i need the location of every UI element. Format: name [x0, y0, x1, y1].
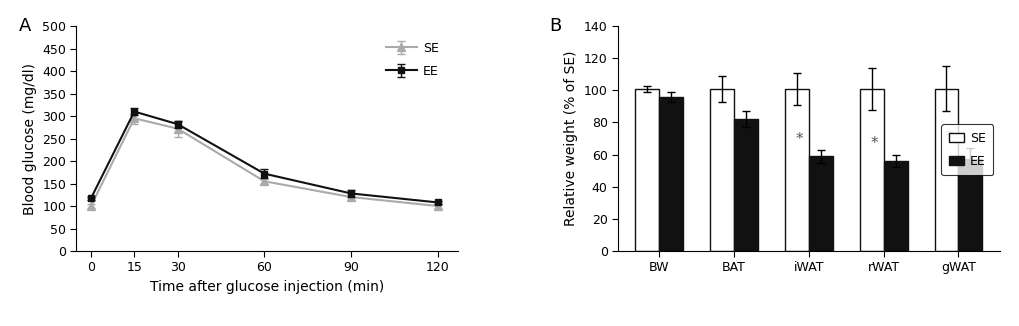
Bar — [808, 156, 832, 251]
X-axis label: Time after glucose injection (min): Time after glucose injection (min) — [150, 280, 384, 294]
Text: A: A — [19, 17, 32, 35]
Legend: SE, EE: SE, EE — [941, 124, 993, 175]
Bar — [635, 89, 658, 251]
Bar — [709, 89, 734, 251]
Text: *: * — [869, 136, 877, 151]
Bar — [882, 161, 907, 251]
Legend: SE, EE: SE, EE — [380, 37, 443, 83]
Bar — [785, 89, 808, 251]
Bar — [933, 89, 958, 251]
Bar — [734, 119, 757, 251]
Y-axis label: Blood glucose (mg/dl): Blood glucose (mg/dl) — [22, 63, 37, 215]
Bar — [958, 159, 981, 251]
Text: *: * — [795, 132, 802, 147]
Text: B: B — [549, 17, 561, 35]
Text: *: * — [945, 130, 952, 145]
Bar — [859, 89, 882, 251]
Bar — [658, 97, 683, 251]
Y-axis label: Relative weight (% of SE): Relative weight (% of SE) — [564, 51, 578, 226]
